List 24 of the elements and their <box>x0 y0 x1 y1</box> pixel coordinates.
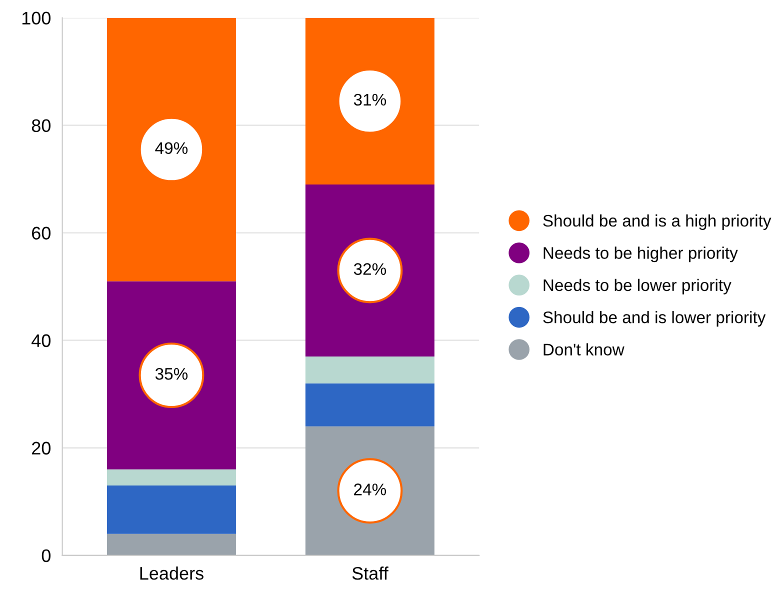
legend-label: Needs to be higher priority <box>544 246 738 262</box>
data-label: 35% <box>155 368 188 380</box>
y-tick-label: 40 <box>32 334 51 348</box>
bar <box>305 383 434 426</box>
y-tick-label: 20 <box>32 442 51 455</box>
bar <box>106 18 236 282</box>
legend-label: Should be and is lower priority <box>543 311 766 327</box>
y-tick-label: 60 <box>32 226 51 240</box>
legend-label: Needs to be lower priority <box>544 278 732 294</box>
data-label: 32% <box>354 263 386 275</box>
y-tick-label: 80 <box>32 119 51 132</box>
bar <box>106 486 236 534</box>
bar <box>106 534 236 556</box>
bar <box>305 356 434 384</box>
x-tick-label: Leaders <box>140 566 204 580</box>
x-tick-label: Staff <box>352 566 388 580</box>
y-tick-label: 0 <box>42 549 51 562</box>
bar <box>106 469 236 486</box>
data-label: 49% <box>155 142 188 154</box>
legend-label: Should be and is a high priority <box>543 214 772 230</box>
data-label: 24% <box>354 484 386 496</box>
data-label: 31% <box>354 94 386 106</box>
legend-label: Don't know <box>544 343 624 356</box>
y-tick-label: 100 <box>22 12 51 25</box>
